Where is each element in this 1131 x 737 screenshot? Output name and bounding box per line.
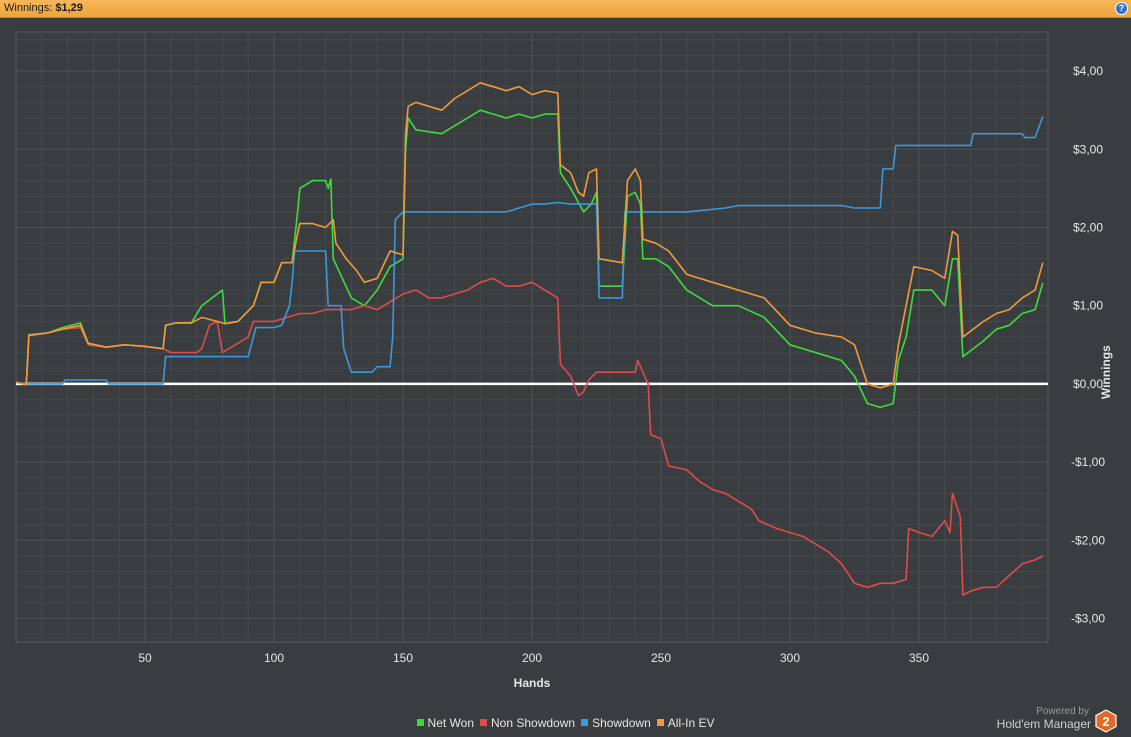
x-tick-label: 150	[393, 651, 413, 665]
y-axis-label: Winnings	[1099, 345, 1113, 399]
x-tick-label: 50	[138, 651, 152, 665]
series-line-showdown	[15, 116, 1044, 385]
hem2-logo-icon: 2	[1095, 709, 1117, 733]
winnings-value: $1,29	[55, 2, 83, 14]
x-tick-label: 100	[264, 651, 284, 665]
x-tick-label: 350	[909, 651, 929, 665]
x-axis-label: Hands	[514, 676, 551, 690]
help-icon[interactable]: ?	[1115, 2, 1128, 15]
y-tick-label: $4,00	[1073, 64, 1103, 78]
logo-text: 2	[1102, 714, 1109, 729]
x-tick-label: 200	[522, 651, 542, 665]
legend-item[interactable]: Non Showdown	[480, 716, 575, 730]
y-tick-label: -$3,00	[1071, 612, 1105, 626]
brand-name: Hold'em Manager	[996, 717, 1091, 731]
legend-label: Showdown	[592, 716, 651, 730]
series-line-non-showdown	[15, 277, 1044, 596]
winnings-chart: 50 100 150 200 250 300 350 $4,00 $3,00 $2,00 $1,00…	[15, 31, 1113, 690]
legend-swatch	[480, 719, 487, 726]
legend-swatch	[416, 719, 424, 726]
legend-label: All-In EV	[667, 716, 715, 730]
series-line-all-in-ev	[15, 82, 1044, 389]
legend-label: Net Won	[427, 716, 474, 730]
y-tick-label: $2,00	[1073, 221, 1103, 235]
y-tick-label: $3,00	[1073, 142, 1103, 156]
y-tick-label: $0,00	[1073, 377, 1103, 391]
series-line-net-won	[15, 109, 1044, 409]
legend-label: Non Showdown	[491, 716, 576, 730]
legend-item[interactable]: Showdown	[581, 716, 651, 730]
chart-legend: Net Won Non Showdown Showdown All-In EV	[0, 716, 1131, 730]
legend-swatch	[656, 719, 664, 726]
y-tick-label: -$1,00	[1071, 455, 1105, 469]
header-bar: Winnings: $1,29 ?	[0, 0, 1131, 18]
winnings-summary: Winnings: $1,29	[4, 2, 83, 14]
powered-by-label: Powered by	[1036, 706, 1089, 717]
winnings-label: Winnings:	[4, 2, 53, 14]
legend-item[interactable]: All-In EV	[656, 716, 715, 730]
legend-item[interactable]: Net Won	[416, 716, 474, 730]
y-tick-label: $1,00	[1073, 299, 1103, 313]
x-tick-label: 300	[780, 651, 800, 665]
y-tick-label: -$2,00	[1071, 533, 1105, 547]
x-tick-label: 250	[651, 651, 671, 665]
legend-swatch	[581, 719, 589, 726]
